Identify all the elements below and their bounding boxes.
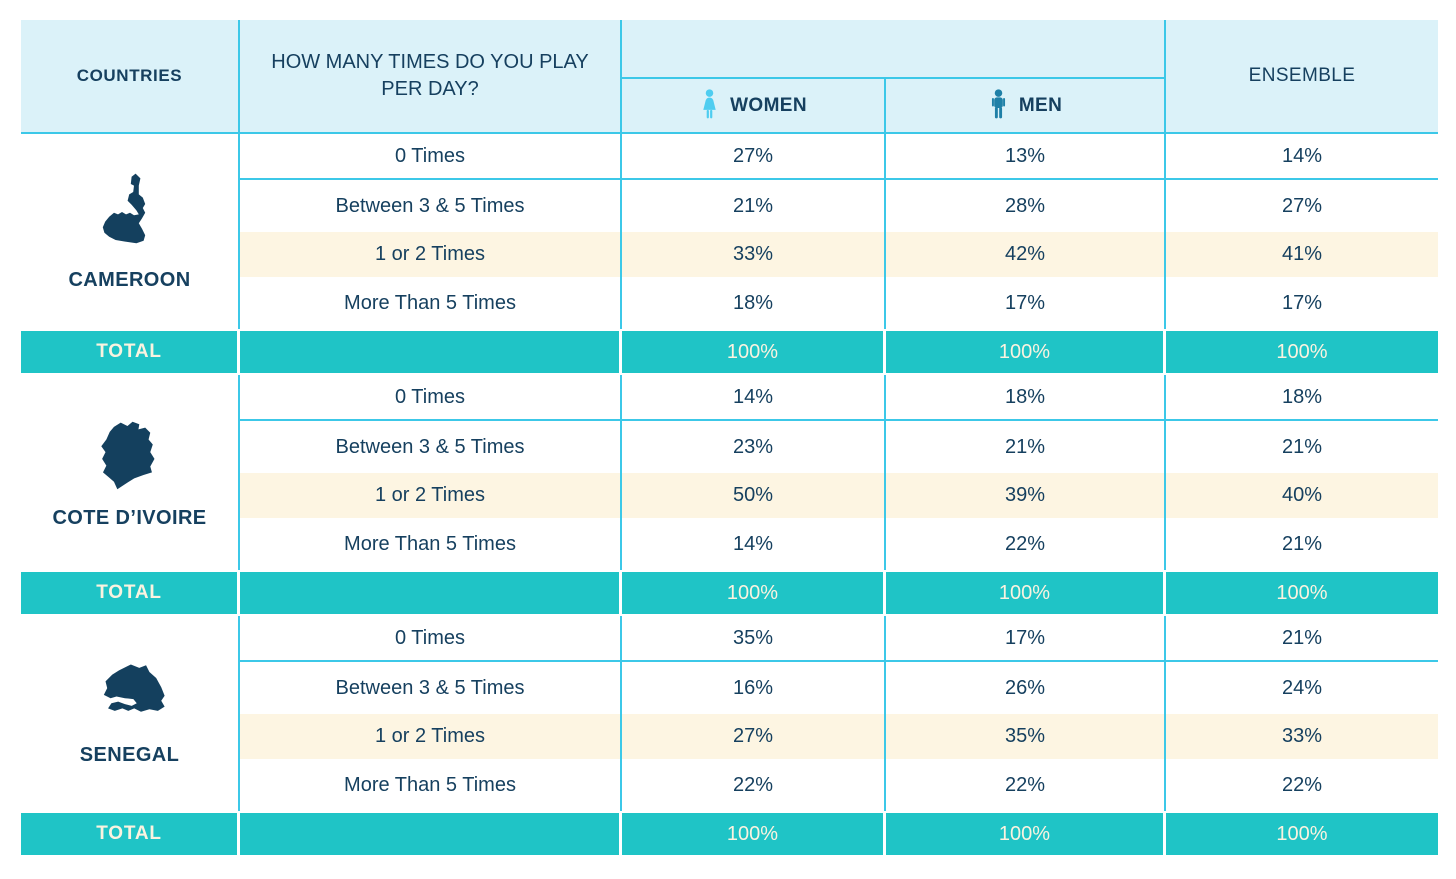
- row-label: More Than 5 Times: [240, 759, 622, 811]
- row-label: Between 3 & 5 Times: [240, 662, 622, 714]
- play-frequency-table: COUNTRIES HOW MANY TIMES DO YOU PLAY PER…: [21, 20, 1438, 857]
- men-value: 22%: [886, 518, 1166, 570]
- row-label: 1 or 2 Times: [240, 473, 622, 518]
- women-value: 33%: [622, 232, 886, 277]
- header-men: MEN: [886, 79, 1164, 132]
- country-cell-cote-divoire: COTE D’IVOIRE: [21, 375, 240, 570]
- men-value: 22%: [886, 759, 1166, 811]
- men-value: 18%: [886, 375, 1166, 421]
- cote-divoire-map-icon: [100, 421, 154, 490]
- ensemble-value: 18%: [1166, 375, 1438, 421]
- header-countries: COUNTRIES: [21, 20, 240, 134]
- women-value: 35%: [622, 616, 886, 662]
- ensemble-value: 14%: [1166, 134, 1438, 180]
- row-label: 1 or 2 Times: [240, 714, 622, 759]
- ensemble-value: 40%: [1166, 473, 1438, 518]
- total-women-value: 100%: [622, 811, 886, 857]
- ensemble-value: 22%: [1166, 759, 1438, 811]
- cameroon-map-icon: [102, 173, 145, 244]
- row-label: 1 or 2 Times: [240, 232, 622, 277]
- total-men-value: 100%: [886, 570, 1166, 616]
- country-name: COTE D’IVOIRE: [52, 507, 207, 529]
- country-name: SENEGAL: [79, 744, 180, 766]
- header-ensemble: ENSEMBLE: [1166, 20, 1438, 134]
- countries-header-label: COUNTRIES: [76, 66, 183, 85]
- ensemble-value: 41%: [1166, 232, 1438, 277]
- total-label: TOTAL: [21, 570, 240, 616]
- total-label: TOTAL: [21, 329, 240, 375]
- country-cell-cameroon: CAMEROON: [21, 134, 240, 329]
- man-icon: [991, 88, 1005, 118]
- men-value: 13%: [886, 134, 1166, 180]
- women-value: 50%: [622, 473, 886, 518]
- women-header-label: WOMEN: [730, 94, 807, 116]
- men-value: 39%: [886, 473, 1166, 518]
- senegal-map-icon: [103, 664, 165, 712]
- row-label: Between 3 & 5 Times: [240, 421, 622, 473]
- men-value: 28%: [886, 180, 1166, 232]
- woman-icon: [703, 88, 716, 118]
- women-value: 18%: [622, 277, 886, 329]
- men-value: 35%: [886, 714, 1166, 759]
- men-header-label: MEN: [1018, 94, 1063, 116]
- women-value: 14%: [622, 518, 886, 570]
- row-label: Between 3 & 5 Times: [240, 180, 622, 232]
- ensemble-value: 21%: [1166, 616, 1438, 662]
- country-name: CAMEROON: [68, 269, 191, 291]
- ensemble-value: 27%: [1166, 180, 1438, 232]
- total-spacer: [240, 811, 622, 857]
- total-spacer: [240, 329, 622, 375]
- header-question: HOW MANY TIMES DO YOU PLAY PER DAY?: [240, 20, 622, 134]
- men-value: 17%: [886, 616, 1166, 662]
- total-ensemble-value: 100%: [1166, 811, 1438, 857]
- women-value: 14%: [622, 375, 886, 421]
- ensemble-value: 17%: [1166, 277, 1438, 329]
- men-value: 42%: [886, 232, 1166, 277]
- women-value: 23%: [622, 421, 886, 473]
- total-ensemble-value: 100%: [1166, 570, 1438, 616]
- ensemble-value: 33%: [1166, 714, 1438, 759]
- gender-subheaders: WOMEN MEN: [622, 79, 1164, 132]
- total-women-value: 100%: [622, 570, 886, 616]
- men-value: 26%: [886, 662, 1166, 714]
- ensemble-header-label: ENSEMBLE: [1248, 65, 1356, 86]
- total-men-value: 100%: [886, 329, 1166, 375]
- row-label: 0 Times: [240, 375, 622, 421]
- row-label: More Than 5 Times: [240, 277, 622, 329]
- ensemble-value: 24%: [1166, 662, 1438, 714]
- women-value: 22%: [622, 759, 886, 811]
- gender-group-band: [622, 20, 1164, 79]
- women-value: 16%: [622, 662, 886, 714]
- total-women-value: 100%: [622, 329, 886, 375]
- row-label: 0 Times: [240, 616, 622, 662]
- women-value: 27%: [622, 714, 886, 759]
- question-header-label: HOW MANY TIMES DO YOU PLAY PER DAY?: [271, 51, 589, 100]
- total-ensemble-value: 100%: [1166, 329, 1438, 375]
- row-label: 0 Times: [240, 134, 622, 180]
- total-men-value: 100%: [886, 811, 1166, 857]
- women-value: 27%: [622, 134, 886, 180]
- header-gender-group: WOMEN MEN: [622, 20, 1166, 134]
- men-value: 17%: [886, 277, 1166, 329]
- women-value: 21%: [622, 180, 886, 232]
- total-label: TOTAL: [21, 811, 240, 857]
- total-spacer: [240, 570, 622, 616]
- country-cell-senegal: SENEGAL: [21, 616, 240, 811]
- header-women: WOMEN: [622, 79, 887, 132]
- infographic-page: COUNTRIES HOW MANY TIMES DO YOU PLAY PER…: [21, 20, 1438, 857]
- ensemble-value: 21%: [1166, 421, 1438, 473]
- ensemble-value: 21%: [1166, 518, 1438, 570]
- row-label: More Than 5 Times: [240, 518, 622, 570]
- men-value: 21%: [886, 421, 1166, 473]
